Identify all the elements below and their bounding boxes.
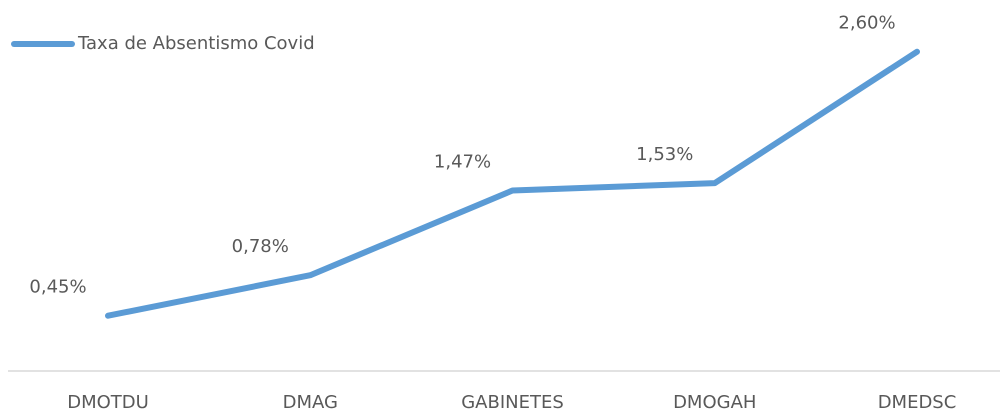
x-tick-label: DMAG [283, 392, 338, 411]
x-tick-label: DMOTDU [67, 392, 149, 411]
data-label: 1,47% [434, 151, 491, 172]
data-label: 2,60% [838, 13, 895, 34]
legend-label: Taxa de Absentismo Covid [77, 33, 315, 54]
data-label: 1,53% [636, 144, 693, 165]
x-tick-label: DMOGAH [673, 392, 756, 411]
data-label: 0,45% [29, 277, 86, 298]
x-tick-label: GABINETES [461, 392, 564, 411]
data-label: 0,78% [232, 236, 289, 257]
line-series [105, 48, 920, 319]
x-tick-label: DMEDSC [878, 392, 957, 411]
